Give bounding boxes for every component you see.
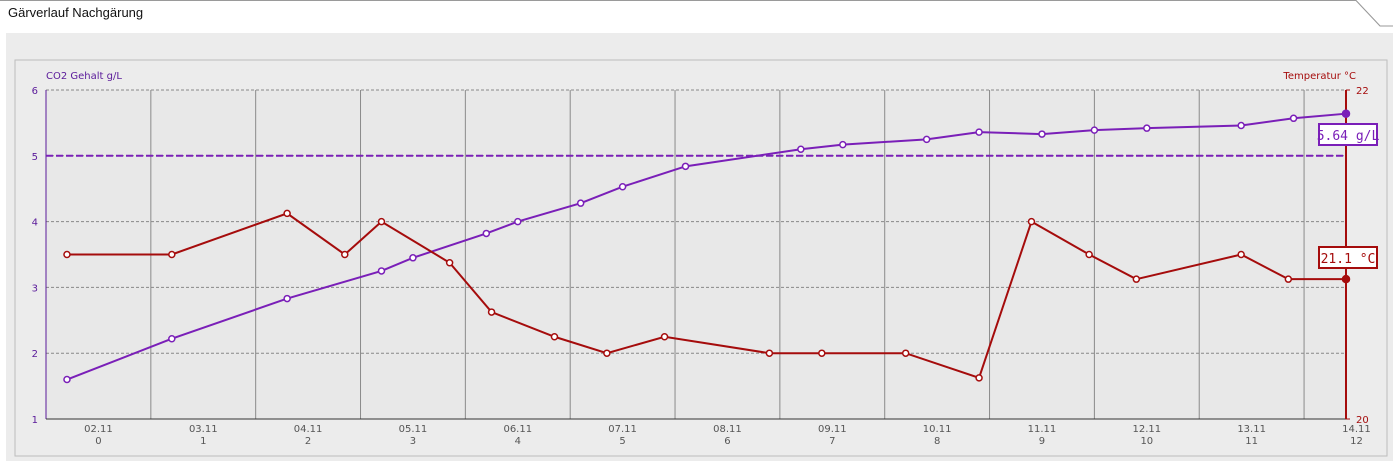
co2-point — [1289, 114, 1298, 123]
co2-point — [1143, 124, 1151, 132]
x-tick-day: 0 — [95, 436, 101, 447]
co2-point — [1090, 126, 1099, 134]
x-tick-day: 4 — [515, 436, 521, 447]
temperature-point — [341, 250, 349, 259]
x-tick-date: 05.11 — [399, 424, 428, 435]
co2-point — [1341, 109, 1351, 118]
x-tick-date: 08.11 — [713, 424, 742, 435]
temperature-point — [1237, 250, 1245, 259]
y-left-tick-label: 2 — [32, 349, 38, 360]
co2-point — [975, 128, 983, 136]
x-tick-date: 02.11 — [84, 424, 113, 435]
temperature-point — [550, 333, 559, 341]
temperature-point — [1027, 217, 1036, 226]
x-tick-day: 1 — [200, 436, 206, 447]
temperature-point — [765, 349, 774, 357]
chart-tab-title[interactable]: Gärverlauf Nachgärung — [8, 5, 144, 20]
x-tick-date: 04.11 — [294, 424, 323, 435]
x-tick-date: 14.11 — [1342, 424, 1371, 435]
temperature-point — [975, 374, 983, 382]
current-temperature-label-group: 21.1 °C — [1318, 246, 1378, 269]
current-temperature-label: 21.1 °C — [1321, 252, 1376, 267]
temperature-point — [1085, 250, 1093, 259]
temperature-point — [1284, 275, 1293, 283]
temperature-series-line — [66, 212, 1346, 380]
x-tick-date: 11.11 — [1028, 424, 1057, 435]
x-tick-date: 03.11 — [189, 424, 218, 435]
co2-point — [63, 375, 71, 384]
co2-point — [1038, 130, 1046, 138]
temperature-point — [63, 250, 71, 259]
x-tick-day: 5 — [619, 436, 625, 447]
co2-point — [1237, 121, 1245, 130]
temperature-point — [1341, 274, 1351, 284]
temperature-point — [603, 349, 611, 357]
current-co2-label: 5.64 g/L — [1317, 129, 1380, 144]
current-temperature-label-box — [1318, 246, 1378, 269]
co2-point — [377, 267, 386, 275]
co2-point — [514, 217, 522, 226]
plot-background — [46, 90, 1346, 419]
temperature-point — [283, 209, 291, 218]
temperature-point — [377, 217, 386, 226]
co2-point — [922, 135, 931, 144]
x-tick-day: 3 — [410, 436, 416, 447]
x-tick-date: 06.11 — [503, 424, 532, 435]
co2-point — [797, 145, 805, 153]
x-tick-date: 07.11 — [608, 424, 637, 435]
y-right-axis-title: Temperatur °C — [1282, 71, 1356, 82]
current-co2-label-box — [1318, 123, 1378, 146]
temperature-point — [818, 349, 826, 357]
x-tick-day: 10 — [1140, 436, 1153, 447]
co2-point — [283, 294, 291, 303]
x-tick-day: 2 — [305, 436, 311, 447]
temperature-point — [445, 258, 454, 267]
x-tick-date: 09.11 — [818, 424, 847, 435]
temperature-point — [660, 333, 669, 341]
temperature-point — [168, 250, 176, 259]
current-co2-label-group: 5.64 g/L — [1317, 123, 1380, 146]
co2-point — [409, 254, 417, 262]
co2-series-line — [66, 112, 1347, 381]
co2-point — [168, 334, 176, 343]
x-tick-day: 9 — [1039, 436, 1045, 447]
y-left-axis-title: CO2 Gehalt g/L — [46, 71, 122, 82]
series-layer — [46, 109, 1351, 384]
y-right-tick-label: 20 — [1356, 415, 1369, 426]
temperature-point — [1132, 275, 1141, 283]
x-tick-day: 12 — [1350, 436, 1363, 447]
x-tick-date: 10.11 — [923, 424, 952, 435]
y-left-tick-label: 6 — [32, 86, 38, 97]
temperature-point — [487, 308, 496, 316]
x-tick-day: 11 — [1245, 436, 1258, 447]
x-tick-day: 6 — [724, 436, 730, 447]
chart-frame — [14, 59, 1388, 457]
y-left-tick-label: 4 — [32, 218, 38, 229]
x-tick-date: 12.11 — [1132, 424, 1161, 435]
x-tick-day: 8 — [934, 436, 940, 447]
tab-bar: Gärverlauf Nachgärung — [0, 0, 1393, 30]
labels-layer: 5.64 g/L 21.1 °C — [1317, 123, 1380, 269]
co2-point — [618, 182, 627, 191]
co2-point — [681, 162, 690, 171]
temperature-point — [901, 349, 910, 357]
x-tick-date: 13.11 — [1237, 424, 1266, 435]
co2-point — [482, 229, 491, 238]
tab-shape — [0, 0, 1393, 30]
grid — [46, 89, 1346, 419]
y-left-tick-label: 3 — [32, 283, 38, 294]
co2-point — [576, 199, 585, 207]
x-tick-day: 7 — [829, 436, 835, 447]
y-right-tick-label: 22 — [1356, 86, 1369, 97]
y-left-tick-label: 5 — [32, 152, 38, 163]
co2-point — [839, 140, 847, 149]
y-left-tick-label: 1 — [32, 415, 38, 426]
